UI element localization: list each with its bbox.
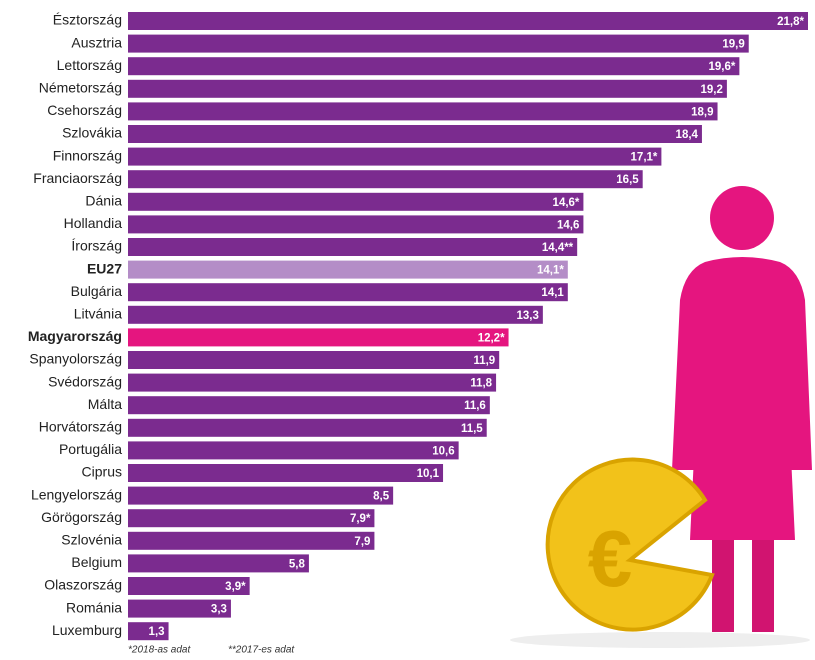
value-label: 13,3	[516, 310, 538, 322]
category-label: Ausztria	[71, 34, 122, 50]
value-label: 11,9	[473, 355, 495, 367]
bar	[128, 531, 375, 550]
bar	[128, 554, 309, 573]
category-label: EU27	[87, 260, 122, 276]
shadow	[510, 632, 810, 648]
bar	[128, 351, 500, 369]
bar	[128, 305, 543, 324]
category-label: Litvánia	[74, 306, 122, 322]
category-label: Írország	[71, 238, 122, 254]
category-label: Görögország	[41, 509, 122, 525]
bar	[128, 102, 718, 121]
category-label: Finnország	[53, 147, 122, 163]
category-label: Olaszország	[44, 577, 122, 593]
bar	[128, 464, 444, 482]
bar	[128, 34, 749, 53]
category-label: Spanyolország	[29, 351, 122, 367]
value-label: 11,5	[461, 423, 483, 435]
bar	[128, 509, 375, 528]
value-label: 5,8	[289, 558, 306, 570]
bar	[128, 79, 727, 98]
value-label: 10,1	[417, 468, 440, 480]
value-label: 19,2	[701, 84, 723, 96]
value-label: 16,5	[616, 174, 639, 186]
category-label: Lengyelország	[31, 486, 122, 502]
bar	[128, 57, 740, 76]
bar	[128, 577, 250, 595]
euro-sign: €	[588, 514, 633, 603]
illustration: €	[510, 186, 812, 648]
value-label: 14,1	[541, 287, 564, 299]
woman-leg	[712, 540, 734, 632]
category-label: Szlovénia	[61, 532, 122, 548]
value-label: 7,9*	[350, 513, 371, 525]
category-label: Csehország	[47, 102, 122, 118]
category-label: Svédország	[48, 373, 122, 389]
value-label: 14,1*	[537, 265, 564, 277]
category-label: Portugália	[59, 441, 122, 457]
bar	[128, 486, 394, 505]
bar	[128, 328, 509, 347]
bar	[128, 418, 487, 437]
value-label: 3,9*	[225, 581, 246, 593]
value-label: 17,1*	[631, 152, 658, 164]
bar	[128, 147, 662, 166]
bar	[128, 396, 490, 415]
bar	[128, 622, 169, 641]
bar	[128, 599, 231, 618]
category-label: Románia	[66, 599, 122, 615]
bar	[128, 373, 497, 392]
woman-head	[710, 186, 774, 250]
value-label: 3,3	[211, 604, 227, 616]
category-label: Észtország	[53, 12, 122, 28]
value-label: 19,6*	[709, 61, 736, 73]
value-label: 10,6	[432, 445, 454, 457]
coin	[545, 457, 715, 632]
value-label: 7,9	[354, 536, 370, 548]
value-label: 14,6*	[553, 197, 580, 209]
value-label: 14,6	[557, 219, 579, 231]
bar	[128, 170, 643, 189]
woman-body	[672, 257, 812, 540]
value-label: 19,9	[722, 39, 744, 51]
category-label: Belgium	[71, 554, 122, 570]
value-label: 18,4	[676, 129, 699, 141]
category-label: Németország	[39, 80, 122, 96]
value-label: 14,4**	[542, 242, 574, 254]
bar	[128, 441, 459, 460]
category-label: Luxemburg	[52, 622, 122, 638]
category-label: Franciaország	[33, 170, 122, 186]
value-label: 18,9	[691, 106, 713, 118]
value-label: 11,8	[470, 378, 492, 390]
category-label: Szlovákia	[62, 125, 122, 141]
bar	[128, 125, 702, 143]
value-label: 12,2*	[478, 332, 505, 344]
value-label: 21,8*	[777, 16, 804, 28]
bar	[128, 12, 808, 30]
category-label: Hollandia	[64, 215, 123, 231]
footnote: *2018-as adat	[128, 645, 191, 656]
bar	[128, 192, 584, 211]
woman-leg	[752, 540, 774, 632]
value-label: 11,6	[464, 400, 486, 412]
bar	[128, 238, 578, 256]
category-label: Lettország	[57, 57, 122, 73]
value-label: 8,5	[373, 491, 390, 503]
category-label: Dánia	[85, 193, 122, 209]
footnote: **2017-es adat	[228, 645, 295, 656]
category-label: Bulgária	[71, 283, 123, 299]
bar	[128, 283, 568, 302]
category-label: Málta	[88, 396, 122, 412]
category-label: Magyarország	[28, 328, 122, 344]
category-label: Horvátország	[39, 419, 122, 435]
category-label: Ciprus	[82, 464, 122, 480]
value-label: 1,3	[149, 626, 165, 638]
bar	[128, 215, 584, 234]
bar	[128, 260, 568, 279]
